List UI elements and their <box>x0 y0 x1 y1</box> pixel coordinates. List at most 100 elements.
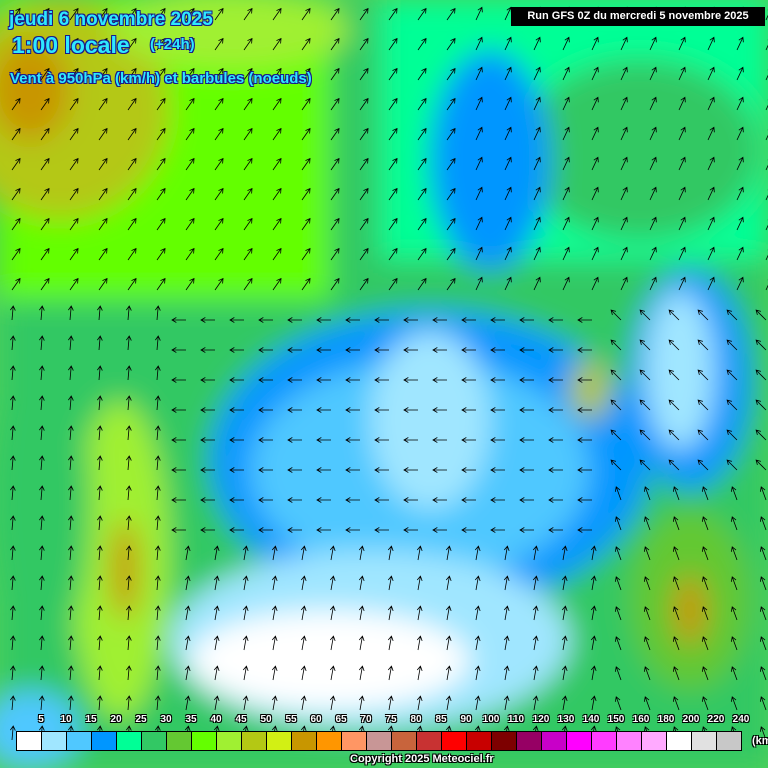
wind-arrow <box>388 247 398 261</box>
wind-arrow <box>403 317 418 323</box>
wind-arrow <box>461 527 476 533</box>
wind-arrow <box>10 425 16 441</box>
parameter-title: Vent à 950hPa (km/h) et barbules (noeuds… <box>10 70 312 87</box>
wind-arrow <box>11 37 21 51</box>
wind-arrow <box>474 665 481 681</box>
wind-arrow <box>185 217 195 231</box>
wind-arrow <box>474 695 481 711</box>
model-run-label: Run GFS 0Z du mercredi 5 novembre 2025 <box>511 7 765 26</box>
wind-arrow <box>701 696 709 711</box>
wind-arrow <box>358 545 365 561</box>
wind-arrow <box>374 527 389 533</box>
wind-arrow <box>258 377 273 383</box>
wind-arrow <box>171 527 186 533</box>
wind-arrow <box>590 665 597 681</box>
wind-arrow <box>620 246 628 261</box>
legend-swatch <box>592 732 617 750</box>
wind-arrow <box>171 467 186 473</box>
wind-arrow <box>736 246 744 261</box>
wind-arrow <box>98 247 108 261</box>
legend-swatch <box>42 732 67 750</box>
wind-arrow <box>171 407 186 413</box>
wind-arrow <box>98 127 108 141</box>
wind-arrow <box>97 635 103 651</box>
wind-arrow <box>300 635 307 651</box>
wind-arrow <box>620 66 628 81</box>
wind-arrow <box>316 317 331 323</box>
wind-arrow <box>316 527 331 533</box>
wind-arrow <box>403 407 418 413</box>
wind-arrow <box>561 635 568 651</box>
wind-arrow <box>475 216 483 231</box>
wind-arrow <box>200 347 215 353</box>
legend-swatch <box>117 732 142 750</box>
wind-arrow <box>10 515 16 531</box>
legend-swatch <box>442 732 467 750</box>
wind-arrow <box>562 36 570 51</box>
wind-arrow <box>272 157 282 171</box>
wind-arrow <box>736 216 744 231</box>
wind-arrow <box>432 497 447 503</box>
wind-arrow <box>287 407 302 413</box>
wind-arrow <box>40 7 50 21</box>
wind-arrow <box>330 67 340 81</box>
wind-arrow <box>155 575 161 591</box>
wind-arrow <box>475 186 483 201</box>
wind-arrow <box>707 276 715 291</box>
wind-arrow <box>68 455 74 471</box>
wind-arrow <box>388 217 398 231</box>
wind-arrow <box>504 246 512 261</box>
wind-arrow <box>416 575 423 591</box>
wind-arrow <box>765 129 768 141</box>
wind-arrow <box>590 695 597 711</box>
forecast-date: jeudi 6 novembre 2025 <box>9 9 213 30</box>
wind-arrow <box>185 67 195 81</box>
wind-arrow <box>39 335 45 351</box>
wind-arrow <box>678 126 686 141</box>
wind-arrow <box>330 217 340 231</box>
wind-arrow <box>490 407 505 413</box>
wind-arrow <box>475 36 483 51</box>
wind-arrow <box>532 635 539 651</box>
wind-arrow <box>759 576 767 591</box>
wind-arrow <box>213 635 220 651</box>
wind-arrow <box>519 347 534 353</box>
wind-arrow <box>707 36 715 51</box>
wind-arrow <box>98 37 108 51</box>
legend-label: 40 <box>210 714 222 725</box>
wind-arrow <box>126 545 132 561</box>
wind-arrow <box>374 407 389 413</box>
wind-arrow <box>614 486 622 501</box>
wind-arrow <box>548 437 563 443</box>
wind-arrow <box>649 126 657 141</box>
wind-arrow <box>185 127 195 141</box>
wind-arrow <box>127 127 137 141</box>
wind-arrow <box>40 127 50 141</box>
wind-arrow <box>185 157 195 171</box>
wind-arrow <box>562 96 570 111</box>
wind-arrow <box>10 365 16 381</box>
legend-label: 20 <box>110 714 122 725</box>
wind-arrow <box>359 217 369 231</box>
wind-arrow <box>614 696 622 711</box>
wind-arrow <box>156 37 166 51</box>
wind-arrow <box>358 575 365 591</box>
wind-arrow <box>445 635 452 651</box>
wind-arrow <box>200 317 215 323</box>
wind-arrow <box>620 216 628 231</box>
wind-arrow <box>591 66 599 81</box>
wind-arrow <box>446 187 456 201</box>
wind-arrow <box>504 66 512 81</box>
wind-arrow <box>156 187 166 201</box>
wind-arrow <box>69 127 79 141</box>
wind-barbs <box>10 6 768 741</box>
wind-arrow <box>643 486 651 501</box>
wind-arrow <box>577 347 592 353</box>
wind-arrow <box>155 695 161 711</box>
legend-label: 85 <box>435 714 447 725</box>
wind-arrow <box>10 485 16 501</box>
wind-arrow <box>359 127 369 141</box>
legend-label: 55 <box>285 714 297 725</box>
wind-arrow <box>69 187 79 201</box>
legend-swatch <box>692 732 717 750</box>
